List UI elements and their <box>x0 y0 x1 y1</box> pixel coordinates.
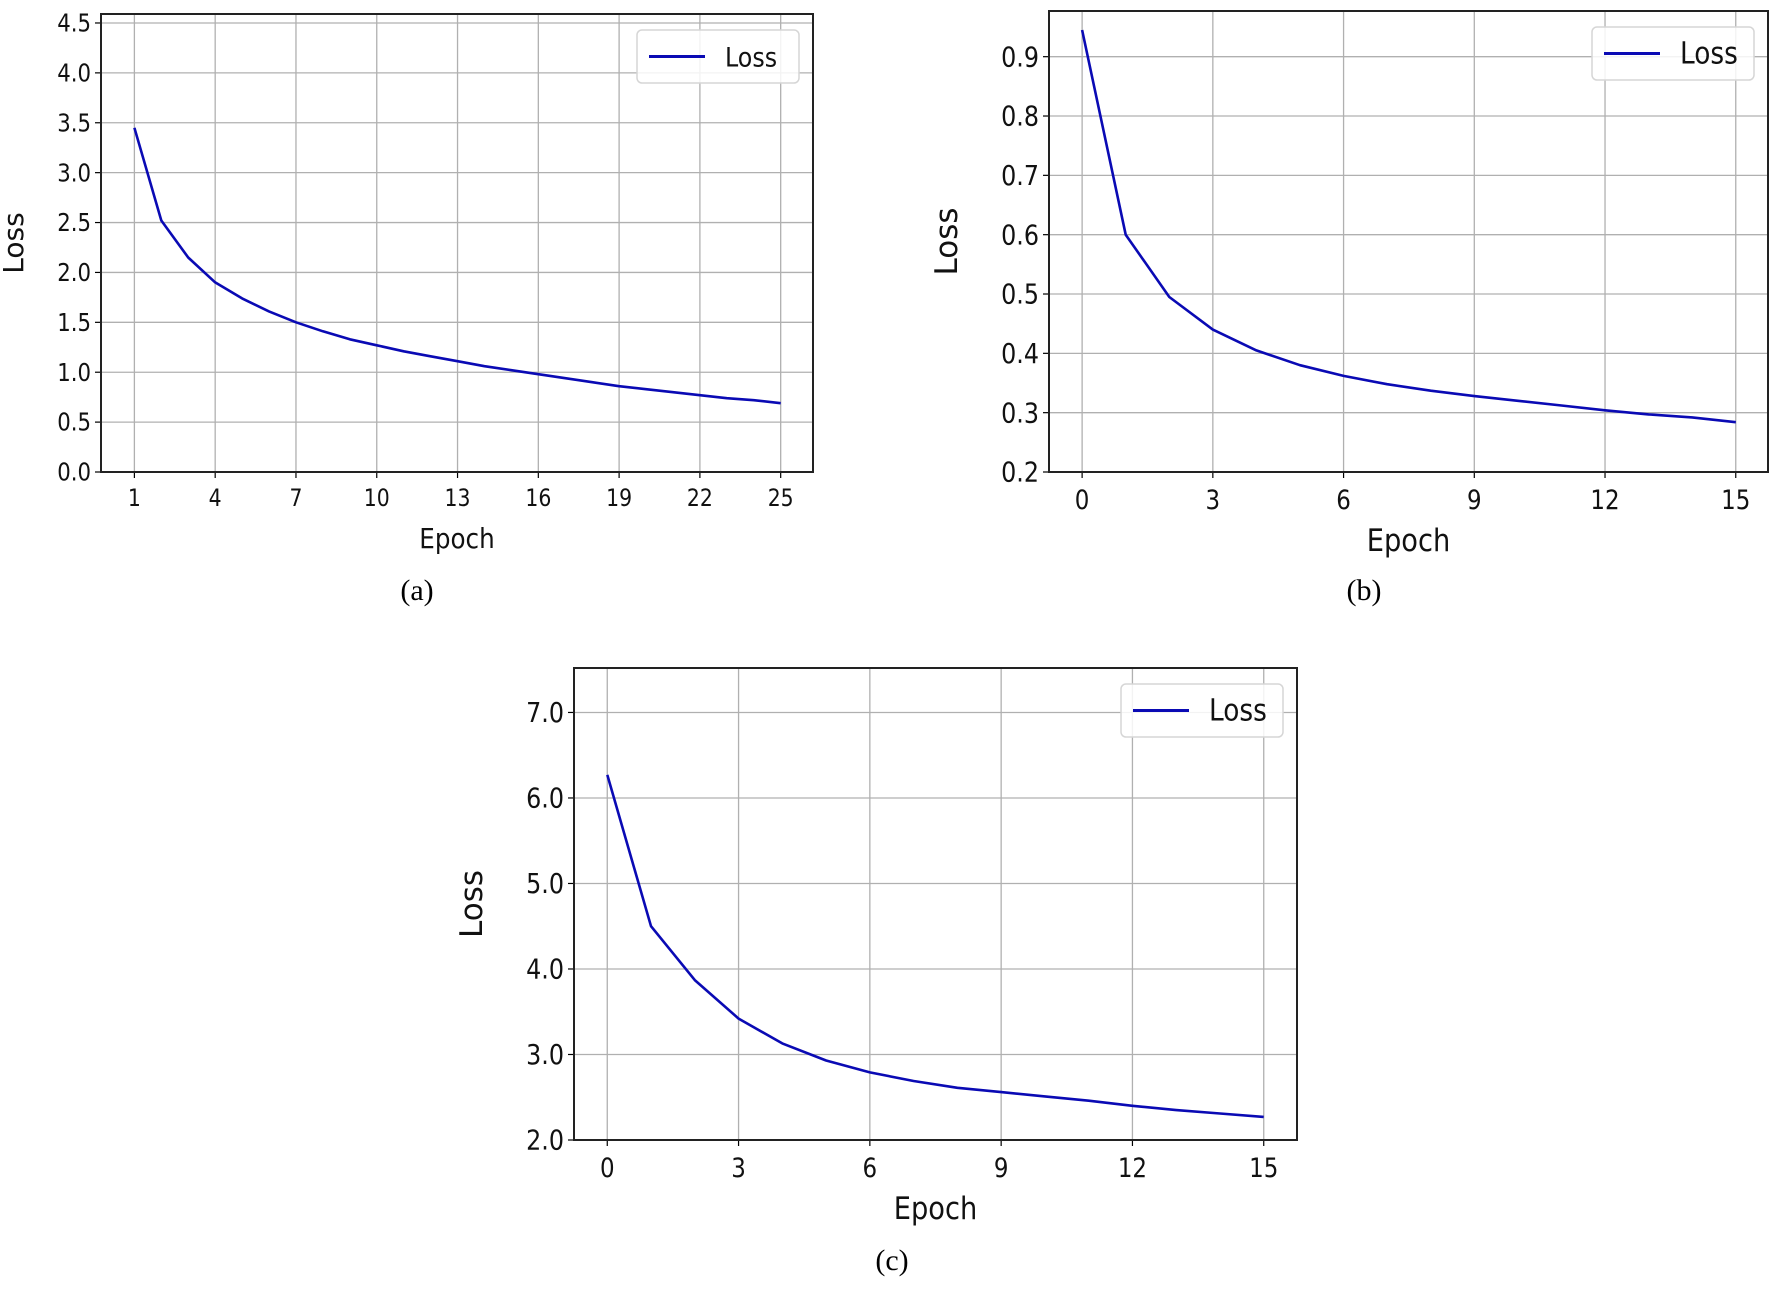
y-tick-label: 0.8 <box>1001 101 1039 133</box>
loss-line <box>606 774 1264 1119</box>
x-tick-label: 6 <box>863 1152 878 1183</box>
caption-b: (b) <box>1346 574 1382 607</box>
x-axis-label: Epoch <box>419 524 494 556</box>
x-tick-label: 0 <box>600 1152 615 1183</box>
x-tick-label: 13 <box>445 484 471 512</box>
x-tick-label: 1 <box>128 484 141 512</box>
x-tick-label: 12 <box>1118 1152 1147 1183</box>
x-tick-label: 3 <box>731 1152 746 1183</box>
y-axis-label: Loss <box>454 870 490 938</box>
legend: Loss <box>1120 683 1284 738</box>
x-tick-label: 15 <box>1721 484 1750 515</box>
y-tick-label: 2.0 <box>526 1125 564 1157</box>
caption-a: (a) <box>400 574 434 607</box>
y-tick-label: 5.0 <box>526 868 564 900</box>
x-tick-label: 9 <box>1467 484 1482 515</box>
legend-box <box>1120 683 1284 738</box>
y-tick-label: 3.5 <box>57 109 91 138</box>
y-tick-label: 0.4 <box>1001 338 1039 370</box>
y-tick-label: 0.2 <box>1001 457 1039 489</box>
y-tick-label: 2.5 <box>57 209 91 238</box>
y-tick-label: 0.7 <box>1001 160 1039 192</box>
chart-b: 0 3 6 9 12 15 0.2 0.3 0.4 0.5 0.6 0.7 0.8 0.9 Epoch Los… <box>929 10 1769 558</box>
x-tick-label: 19 <box>606 484 632 512</box>
x-tick-label: 6 <box>1336 484 1351 515</box>
x-tick-label: 16 <box>525 484 551 512</box>
legend-label: Loss <box>725 41 777 73</box>
legend: Loss <box>1591 26 1755 81</box>
y-tick-label: 0.0 <box>57 458 91 487</box>
x-tick-label: 4 <box>209 484 222 512</box>
legend-label: Loss <box>1209 693 1267 728</box>
x-tick-label: 9 <box>994 1152 1009 1183</box>
y-tick-label: 3.0 <box>526 1039 564 1071</box>
y-tick-label: 0.5 <box>57 408 91 437</box>
chart-a: 1 4 7 10 13 16 19 22 25 0.0 0.5 1.0 1.5 2.0 2.5 3.0 3.5 4… <box>0 9 814 556</box>
y-tick-label: 1.5 <box>57 308 91 337</box>
y-tick-label: 3.0 <box>57 159 91 188</box>
legend-label: Loss <box>1680 36 1738 71</box>
legend: Loss <box>636 29 800 84</box>
y-axis-label: Loss <box>929 208 965 276</box>
plot-frame <box>573 667 1298 1141</box>
x-tick-label: 25 <box>768 484 794 512</box>
x-axis-label: Epoch <box>894 1190 978 1226</box>
y-tick-label: 4.0 <box>526 954 564 986</box>
y-tick-label: 4.5 <box>57 9 91 38</box>
x-tick-label: 15 <box>1249 1152 1278 1183</box>
x-tick-label: 7 <box>289 484 302 512</box>
y-tick-label: 6.0 <box>526 783 564 815</box>
loss-line <box>1080 29 1736 424</box>
plot-frame <box>1048 10 1769 473</box>
x-tick-label: 0 <box>1075 484 1090 515</box>
plot-frame <box>100 13 814 473</box>
legend-box <box>1591 26 1755 81</box>
legend-box <box>636 29 800 84</box>
y-tick-label: 0.3 <box>1001 398 1039 430</box>
y-tick-label: 2.0 <box>57 258 91 287</box>
x-axis-label: Epoch <box>1367 522 1451 558</box>
y-tick-label: 0.6 <box>1001 220 1039 252</box>
y-tick-label: 7.0 <box>526 697 564 729</box>
x-tick-label: 3 <box>1206 484 1221 515</box>
y-tick-label: 0.5 <box>1001 279 1039 311</box>
y-tick-label: 0.9 <box>1001 42 1039 74</box>
x-tick-label: 12 <box>1590 484 1619 515</box>
y-tick-label: 4.0 <box>57 59 91 88</box>
y-tick-label: 1.0 <box>57 358 91 387</box>
y-axis-label: Loss <box>0 212 30 273</box>
x-tick-label: 10 <box>364 484 390 512</box>
x-tick-label: 22 <box>687 484 713 512</box>
caption-c: (c) <box>875 1244 909 1277</box>
chart-c: 0 3 6 9 12 15 2.0 3.0 4.0 5.0 6.0 7.0 Epoch Loss Loss <box>454 667 1298 1226</box>
